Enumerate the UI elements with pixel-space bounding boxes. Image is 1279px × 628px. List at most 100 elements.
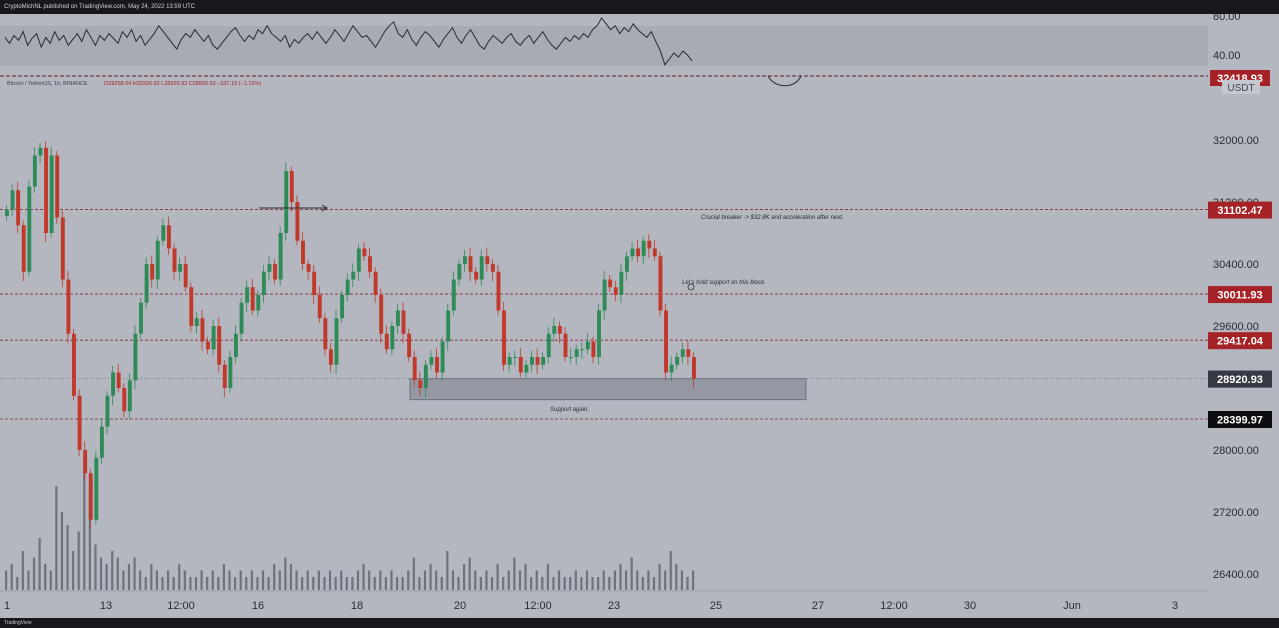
volume-bar — [49, 570, 52, 590]
candle — [340, 290, 345, 323]
price-tick: 26400.00 — [1213, 569, 1259, 581]
volume-bar — [619, 564, 622, 590]
candle — [161, 218, 166, 246]
volume-bar — [88, 492, 91, 590]
candle — [546, 327, 551, 364]
candle — [139, 298, 143, 339]
candle — [418, 371, 423, 396]
candle — [328, 342, 333, 373]
candle — [585, 332, 590, 354]
volume-bar — [284, 557, 287, 590]
volume-bar — [172, 577, 175, 590]
volume-bar — [256, 577, 259, 590]
candle — [55, 150, 60, 224]
candle — [574, 344, 579, 365]
candle — [83, 441, 88, 481]
candle — [317, 286, 322, 323]
candle — [362, 241, 367, 261]
candle — [552, 317, 557, 342]
candle — [613, 280, 618, 302]
volume-bar — [658, 564, 661, 590]
breaker-arrow-head — [321, 204, 328, 212]
candle — [446, 303, 451, 351]
candle — [345, 272, 350, 302]
candle — [652, 239, 657, 261]
volume-bar — [435, 570, 438, 590]
volume-bar — [60, 512, 64, 590]
volume-bar — [122, 570, 125, 590]
volume-bar — [127, 564, 131, 590]
volume-bar — [189, 577, 192, 590]
candle — [580, 342, 585, 359]
candle — [295, 195, 300, 246]
volume-bar — [574, 570, 577, 590]
candle — [597, 303, 601, 365]
time-label: 12:00 — [167, 600, 195, 612]
volume-bar — [21, 551, 24, 590]
candle — [116, 363, 121, 393]
volume-bar — [44, 564, 47, 590]
volume-bar — [429, 564, 432, 590]
volume-bar — [468, 557, 471, 590]
volume-bar — [479, 577, 482, 590]
candle — [379, 288, 384, 344]
candle — [77, 389, 82, 457]
volume-bar — [602, 570, 605, 590]
time-label: 20 — [454, 600, 466, 612]
price-tick: 30400.00 — [1213, 259, 1259, 271]
volume-bar — [457, 577, 460, 590]
candle — [502, 301, 507, 371]
candle — [624, 251, 629, 282]
currency-label: USDT — [1227, 83, 1254, 94]
volume-bar — [178, 564, 181, 590]
volume-bar — [552, 577, 555, 590]
volume-bar — [401, 577, 404, 590]
candle — [373, 267, 378, 303]
candle — [278, 226, 283, 286]
volume-bar — [16, 577, 19, 590]
volume-bar — [206, 577, 209, 590]
volume-bar — [652, 577, 656, 590]
candle — [261, 265, 266, 303]
candle — [518, 348, 523, 378]
time-label: 12:00 — [880, 600, 908, 612]
volume-bar — [323, 577, 326, 590]
annotation-breaker: Crucial breaker -> $32.8K and accelerati… — [701, 215, 844, 221]
volume-bar — [451, 570, 455, 590]
candle — [686, 340, 691, 365]
candle — [5, 205, 9, 221]
volume-bar — [351, 577, 354, 590]
time-label: 16 — [252, 600, 264, 612]
volume-bar — [563, 577, 566, 590]
candle — [222, 360, 227, 398]
volume-bar — [245, 577, 248, 590]
rsi-tick-80: 80.00 — [1213, 14, 1241, 23]
svg-text:30011.93: 30011.93 — [1217, 290, 1262, 302]
volume-bar — [669, 551, 672, 590]
candle — [99, 418, 104, 464]
volume-bar — [228, 570, 231, 590]
candle — [356, 243, 361, 282]
volume-bar — [541, 577, 544, 590]
candle — [66, 270, 71, 344]
volume-bar — [273, 564, 276, 590]
support-zone — [409, 378, 807, 401]
volume-bar — [72, 551, 75, 590]
price-badges: 31102.4730011.9329417.0428922.5828920.93… — [1208, 201, 1272, 429]
candle — [401, 301, 406, 344]
volume-bar — [585, 570, 589, 590]
volume-bar — [77, 531, 80, 590]
candle — [563, 327, 568, 362]
volume-bar — [569, 577, 572, 590]
svg-text:31102.47: 31102.47 — [1217, 205, 1262, 217]
trading-chart[interactable]: 80.00 40.00 Bitcoin / TetherUS, 1h, BINA… — [0, 14, 1279, 618]
candle — [127, 373, 132, 419]
time-label: 25 — [710, 600, 722, 612]
candle — [647, 234, 652, 258]
candle — [569, 348, 574, 364]
price-axis: 32000.0031200.0030400.0029600.0028000.00… — [1213, 135, 1259, 581]
volume-bar — [518, 570, 522, 590]
volume-bar — [440, 577, 443, 590]
candle — [234, 325, 238, 364]
candle — [49, 146, 54, 238]
